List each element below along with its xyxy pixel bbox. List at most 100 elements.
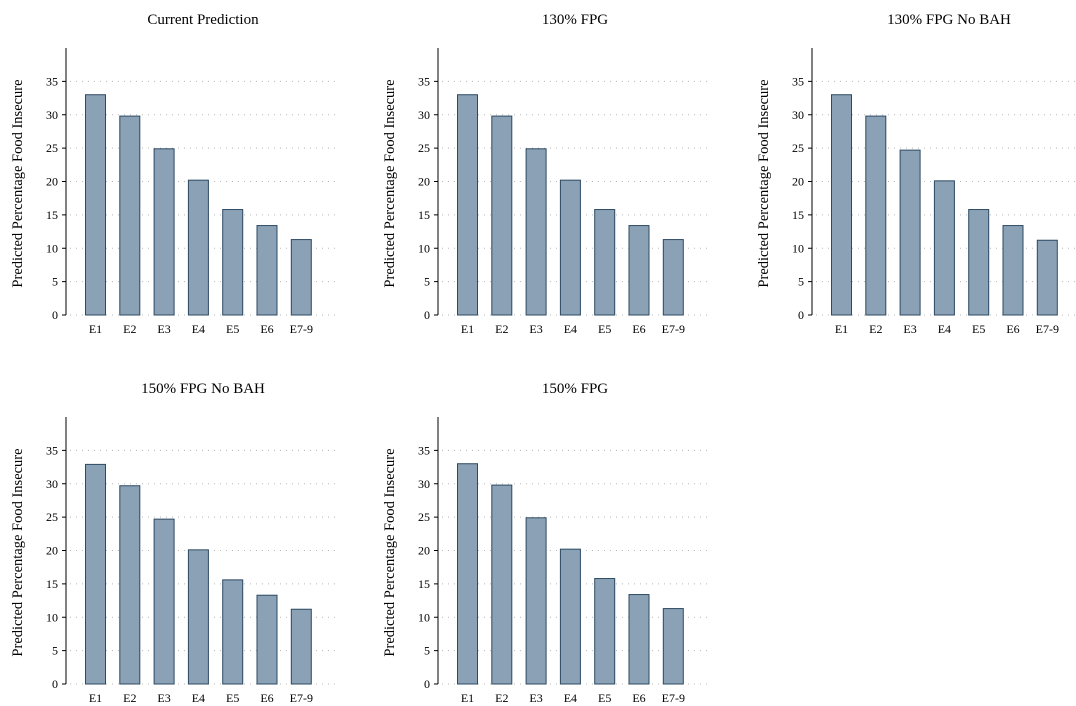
bar <box>187 179 209 316</box>
y-tick-label: 25 <box>792 141 804 155</box>
y-tick-label: 25 <box>46 510 58 524</box>
bar <box>831 94 852 316</box>
x-tick-label: E2 <box>123 691 136 705</box>
y-tick-label: 15 <box>46 208 58 222</box>
bar <box>256 225 278 316</box>
chart-title: 130% FPG <box>542 12 608 28</box>
bar <box>222 579 244 685</box>
x-tick-label: E6 <box>260 691 273 705</box>
bar <box>594 578 616 685</box>
y-axis-label: Predicted Percentage Food Insecure <box>10 448 26 656</box>
x-tick-label: E2 <box>123 322 136 336</box>
x-tick-label: E3 <box>157 691 170 705</box>
chart-panel: 130% FPG Predicted Percentage Food Insecu… <box>382 12 708 336</box>
y-axis-label: Predicted Percentage Food Insecure <box>382 448 398 656</box>
y-tick-label: 10 <box>46 610 58 624</box>
y-tick-label: 5 <box>798 275 804 289</box>
x-tick-label: E4 <box>564 691 577 705</box>
y-tick-label: 0 <box>52 677 58 691</box>
x-tick-label: E7-9 <box>1036 322 1059 336</box>
bar <box>290 608 312 685</box>
y-tick-label: 30 <box>792 108 804 122</box>
bar <box>256 594 278 685</box>
x-tick-label: E5 <box>226 691 239 705</box>
bar <box>662 239 684 316</box>
x-tick-label: E2 <box>869 322 882 336</box>
bar <box>222 209 244 316</box>
chart-panel: 130% FPG No BAH Predicted Percentage Food… <box>756 12 1076 336</box>
bar <box>153 148 175 316</box>
chart-panel: Current Prediction Predicted Percentage F… <box>10 12 336 336</box>
y-tick-label: 5 <box>52 644 58 658</box>
chart-title: Current Prediction <box>147 12 259 28</box>
y-tick-label: 30 <box>418 477 430 491</box>
bar <box>865 115 887 316</box>
bar <box>559 179 581 316</box>
bar <box>153 518 175 685</box>
bar <box>933 180 955 316</box>
bar <box>1036 239 1058 316</box>
chart-title: 150% FPG No BAH <box>141 381 265 397</box>
y-tick-label: 10 <box>418 610 430 624</box>
y-tick-label: 0 <box>424 308 430 322</box>
x-tick-label: E4 <box>192 322 205 336</box>
bar <box>1002 225 1024 316</box>
x-tick-label: E7-9 <box>662 691 685 705</box>
y-tick-label: 25 <box>46 141 58 155</box>
y-tick-label: 20 <box>46 175 58 189</box>
y-tick-label: 15 <box>792 208 804 222</box>
bar <box>594 209 616 316</box>
x-tick-label: E3 <box>903 322 916 336</box>
y-tick-label: 5 <box>52 275 58 289</box>
x-tick-label: E2 <box>495 322 508 336</box>
y-tick-label: 35 <box>418 443 430 457</box>
bar <box>899 149 921 316</box>
bar <box>628 225 650 316</box>
y-tick-label: 30 <box>46 108 58 122</box>
chart-title: 130% FPG No BAH <box>887 12 1011 28</box>
x-tick-label: E5 <box>598 322 611 336</box>
x-tick-label: E1 <box>835 322 848 336</box>
x-tick-label: E2 <box>495 691 508 705</box>
y-tick-label: 30 <box>418 108 430 122</box>
x-tick-label: E3 <box>157 322 170 336</box>
chart-title: 150% FPG <box>542 381 608 397</box>
y-tick-label: 5 <box>424 644 430 658</box>
y-tick-label: 10 <box>46 241 58 255</box>
y-tick-label: 10 <box>418 241 430 255</box>
y-axis-label: Predicted Percentage Food Insecure <box>756 79 772 287</box>
y-tick-label: 0 <box>424 677 430 691</box>
y-tick-label: 0 <box>52 308 58 322</box>
bar <box>85 94 106 316</box>
bar <box>559 548 581 685</box>
x-tick-label: E6 <box>260 322 273 336</box>
bar <box>119 485 141 685</box>
bar <box>491 484 513 685</box>
bar <box>968 209 990 316</box>
y-axis-label: Predicted Percentage Food Insecure <box>10 79 26 287</box>
y-tick-label: 20 <box>792 175 804 189</box>
y-tick-label: 20 <box>418 544 430 558</box>
x-tick-label: E3 <box>529 691 542 705</box>
y-tick-label: 20 <box>418 175 430 189</box>
bar <box>525 517 547 685</box>
bar <box>187 549 209 685</box>
x-tick-label: E6 <box>632 691 645 705</box>
x-tick-label: E1 <box>461 322 474 336</box>
x-tick-label: E1 <box>89 322 102 336</box>
y-tick-label: 15 <box>418 208 430 222</box>
bar <box>628 594 650 685</box>
bar <box>119 115 141 316</box>
y-tick-label: 35 <box>46 74 58 88</box>
x-tick-label: E4 <box>192 691 205 705</box>
bar <box>457 94 478 316</box>
y-tick-label: 30 <box>46 477 58 491</box>
chart-panel: 150% FPG Predicted Percentage Food Insecu… <box>382 381 708 705</box>
bar <box>457 463 478 685</box>
y-tick-label: 35 <box>46 443 58 457</box>
y-tick-label: 0 <box>798 308 804 322</box>
y-tick-label: 15 <box>418 577 430 591</box>
y-tick-label: 25 <box>418 141 430 155</box>
x-tick-label: E4 <box>564 322 577 336</box>
